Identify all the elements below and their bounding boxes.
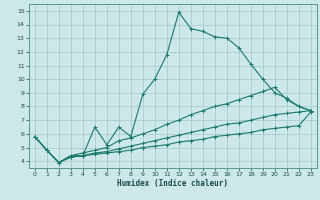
X-axis label: Humidex (Indice chaleur): Humidex (Indice chaleur) [117, 179, 228, 188]
